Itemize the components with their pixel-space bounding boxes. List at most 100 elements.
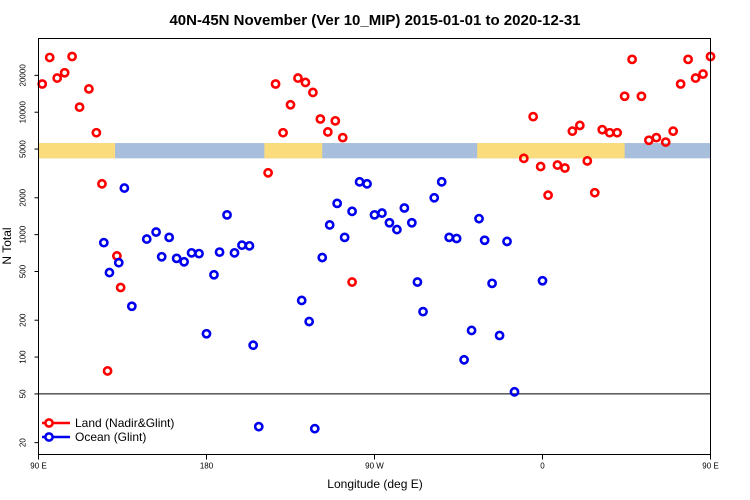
legend: Land (Nadir&Glint)Ocean (Glint) [42,416,174,444]
land-point [59,67,70,78]
ocean-point [377,208,387,218]
land-point [91,127,102,138]
ocean-point [222,209,232,220]
ocean-point [171,253,182,264]
land-point [115,282,126,293]
ocean-point [429,192,440,203]
land-point [330,115,341,126]
y-tick-label: 50 [19,389,28,398]
y-axis: 20 50 100 200 500 1000 2000 5000 10000 20000 [19,64,39,447]
ocean-point [347,206,357,217]
land-point [263,167,273,178]
y-tick-label: 2000 [19,188,28,206]
land-point [683,54,693,65]
ocean-point [248,340,259,351]
ocean-point [339,232,350,243]
ocean-point [474,213,484,224]
ocean-point [494,330,505,341]
land-point [567,126,578,137]
ocean-point [214,247,225,258]
ocean-point [537,275,548,286]
chart-title: 40N-45N November (Ver 10_MIP) 2015-01-01… [169,12,580,29]
legend-marker [44,418,54,428]
ocean-point [126,301,137,312]
ocean-point [229,247,240,258]
ocean-point [332,198,343,209]
ocean-point [244,240,255,251]
land-point [543,190,553,201]
land-point [582,156,593,166]
ocean-point [309,423,320,434]
ocean-point [362,178,372,189]
land-point [293,73,303,83]
land-point [322,127,333,137]
land-point [74,102,85,113]
land-point [285,99,296,110]
ocean-point [479,235,490,246]
ocean-point [502,236,512,247]
land-point [347,277,357,287]
ocean-point [179,256,189,267]
land-band-segment [477,143,625,159]
land-point [612,127,623,138]
ocean-point [317,252,328,263]
land-point [651,132,662,143]
land-point [660,137,671,147]
ocean-point [151,227,161,237]
land-point [518,153,529,164]
ocean-point [406,217,417,228]
ocean-point [253,421,264,432]
ocean-point [119,183,130,193]
x-tick-label: 90 W [365,462,384,471]
land-point [574,120,585,131]
data-points [37,51,716,434]
land-point [698,69,708,79]
ocean-point [451,233,462,244]
y-tick-label: 20 [19,438,28,447]
land-point [307,87,318,98]
land-point [52,73,63,83]
land-point [300,77,311,88]
land-mask-band [38,143,711,159]
land-point [589,187,600,198]
ocean-point [141,234,152,244]
ocean-point [466,325,477,336]
ocean-point [156,251,167,262]
land-point [627,54,637,65]
ocean-point [436,176,447,187]
ocean-point [104,267,115,278]
ocean-point [113,257,124,268]
ocean-point [296,295,307,306]
land-point [668,126,679,137]
x-tick-label: 90 E [702,462,718,471]
land-band-segment [264,143,323,159]
ocean-point [194,248,204,259]
x-tick-label: 180 [200,462,214,471]
x-axis-label: Longitude (deg E) [327,477,422,491]
x-axis: 90 E 180 90 W 0 90 E [30,454,719,471]
ocean-point [459,354,469,365]
y-tick-label: 5000 [19,140,28,158]
land-point [270,79,281,89]
ocean-point [487,278,497,289]
land-point [597,124,608,135]
y-tick-label: 100 [19,350,28,364]
land-point [44,52,55,63]
land-point [636,91,647,102]
ocean-point [304,316,315,327]
land-band-segment [38,143,116,159]
land-point [84,84,94,94]
y-axis-label: N Total [0,227,14,264]
ocean-point [384,217,395,228]
ocean-point [418,306,428,317]
land-point [535,161,546,172]
ocean-point [399,203,410,213]
ocean-point [324,220,335,230]
ocean-point [98,237,109,248]
legend-label: Ocean (Glint) [75,430,146,444]
land-point [337,132,348,143]
ocean-point [164,232,175,243]
ocean-point [412,277,423,287]
